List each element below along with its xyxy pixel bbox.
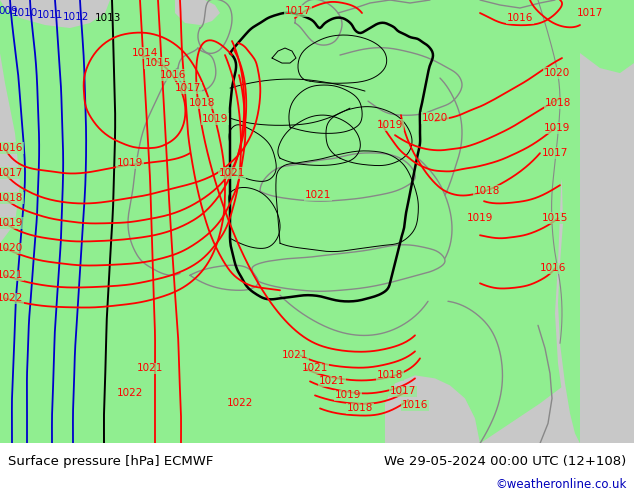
Text: 1021: 1021 bbox=[0, 270, 23, 280]
Text: 1019: 1019 bbox=[117, 158, 143, 168]
Text: 1021: 1021 bbox=[281, 350, 308, 360]
Polygon shape bbox=[385, 375, 480, 443]
Polygon shape bbox=[555, 0, 634, 443]
Text: 1012: 1012 bbox=[63, 12, 89, 22]
Text: 1017: 1017 bbox=[175, 83, 201, 93]
Polygon shape bbox=[0, 0, 110, 28]
Text: 1022: 1022 bbox=[117, 389, 143, 398]
Text: 1021: 1021 bbox=[319, 376, 345, 387]
Polygon shape bbox=[480, 323, 634, 443]
Text: 1016: 1016 bbox=[540, 263, 566, 273]
Text: 1019: 1019 bbox=[544, 123, 570, 133]
Text: 1018: 1018 bbox=[474, 186, 500, 196]
Text: We 29-05-2024 00:00 UTC (12+108): We 29-05-2024 00:00 UTC (12+108) bbox=[384, 455, 626, 467]
Text: 1019: 1019 bbox=[377, 120, 403, 130]
Text: 1020: 1020 bbox=[0, 243, 23, 253]
Text: 1020: 1020 bbox=[422, 113, 448, 123]
Text: 1018: 1018 bbox=[377, 370, 403, 380]
Text: 1014: 1014 bbox=[132, 48, 158, 58]
Text: 1016: 1016 bbox=[0, 143, 23, 153]
Text: 1016: 1016 bbox=[507, 13, 533, 23]
Text: 1021: 1021 bbox=[137, 364, 163, 373]
Text: 1015: 1015 bbox=[542, 213, 568, 223]
Text: 1019: 1019 bbox=[467, 213, 493, 223]
Text: 1018: 1018 bbox=[545, 98, 571, 108]
Polygon shape bbox=[515, 0, 580, 443]
Text: 1017: 1017 bbox=[0, 168, 23, 178]
Text: 1017: 1017 bbox=[577, 8, 603, 18]
Text: 1021: 1021 bbox=[302, 364, 328, 373]
Text: 1022: 1022 bbox=[227, 398, 253, 408]
Text: 1021: 1021 bbox=[305, 190, 331, 200]
Text: 1016: 1016 bbox=[402, 400, 428, 411]
Text: ©weatheronline.co.uk: ©weatheronline.co.uk bbox=[495, 478, 626, 490]
Text: 1017: 1017 bbox=[285, 6, 311, 16]
Polygon shape bbox=[175, 0, 220, 25]
Text: 1021: 1021 bbox=[219, 168, 245, 178]
Text: 1019: 1019 bbox=[335, 391, 361, 400]
Text: 1019: 1019 bbox=[202, 114, 228, 124]
Text: 1018: 1018 bbox=[189, 98, 215, 108]
Polygon shape bbox=[540, 0, 634, 73]
Text: 009: 009 bbox=[0, 6, 18, 16]
Text: 1015: 1015 bbox=[145, 58, 171, 68]
Text: Surface pressure [hPa] ECMWF: Surface pressure [hPa] ECMWF bbox=[8, 455, 213, 467]
Polygon shape bbox=[0, 0, 634, 443]
Text: 1019: 1019 bbox=[0, 218, 23, 228]
Text: 1018: 1018 bbox=[347, 403, 373, 414]
Text: 1022: 1022 bbox=[0, 294, 23, 303]
Text: 1011: 1011 bbox=[37, 10, 63, 20]
Text: 1020: 1020 bbox=[544, 68, 570, 78]
Text: 1017: 1017 bbox=[390, 387, 416, 396]
Text: 1016: 1016 bbox=[160, 70, 186, 80]
Polygon shape bbox=[0, 0, 20, 243]
Text: 1013: 1013 bbox=[95, 13, 121, 23]
Text: 1010: 1010 bbox=[12, 8, 38, 18]
Text: 1018: 1018 bbox=[0, 193, 23, 203]
Text: 1017: 1017 bbox=[542, 148, 568, 158]
